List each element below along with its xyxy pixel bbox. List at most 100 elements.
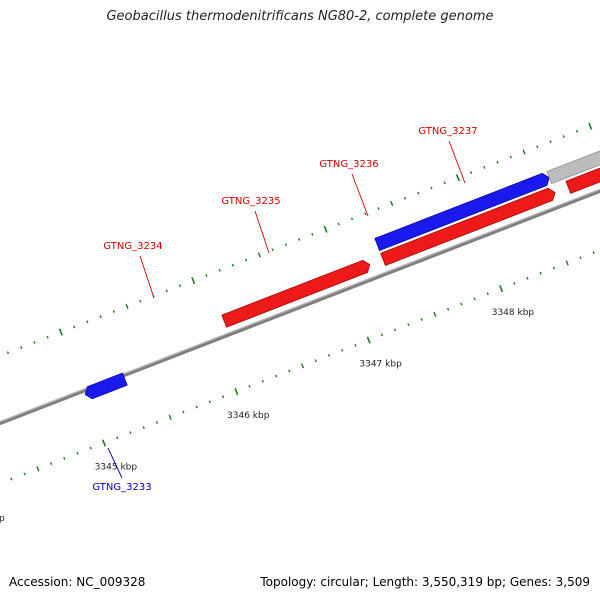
tick-mark xyxy=(180,285,181,287)
tick-mark xyxy=(143,426,144,428)
gene-label-gtng-3235[interactable]: GTNG_3235 xyxy=(221,196,280,207)
tick-mark xyxy=(580,257,581,259)
tick-mark xyxy=(87,321,88,323)
tick-mark xyxy=(272,249,273,251)
gene-labels: GTNG_3233 GTNG_3234 GTNG_3235 GTNG_3236 GTNG… xyxy=(92,126,477,493)
tick-mark xyxy=(166,290,167,292)
tick-mark xyxy=(566,261,568,266)
tick-mark xyxy=(514,282,515,284)
map-title: Geobacillus thermodenitrificans NG80-2, … xyxy=(0,9,600,24)
tick-mark xyxy=(223,396,224,398)
tick-mark xyxy=(484,166,485,168)
tick-mark xyxy=(276,375,277,377)
tick-mark xyxy=(299,238,300,240)
tick-mark xyxy=(77,452,78,454)
label-leader-line xyxy=(352,174,368,216)
tick-mark xyxy=(395,329,396,331)
tick-mark xyxy=(577,130,578,132)
tick-mark xyxy=(103,440,106,447)
tick-mark xyxy=(113,310,114,312)
tick-mark xyxy=(285,243,286,245)
tick-mark xyxy=(235,388,238,395)
tick-mark xyxy=(289,370,290,372)
tick-mark xyxy=(540,272,541,274)
tick-mark xyxy=(219,269,220,271)
tick-mark xyxy=(315,359,316,361)
tick-mark xyxy=(431,187,432,189)
tick-mark xyxy=(365,213,366,215)
tick-mark xyxy=(117,437,118,439)
tick-mark xyxy=(497,161,498,163)
gene-label-gtng-3234[interactable]: GTNG_3234 xyxy=(103,241,162,252)
tick-mark xyxy=(90,447,91,449)
tick-mark xyxy=(563,135,564,137)
gene-gtng-3234[interactable] xyxy=(222,260,370,327)
tick-mark xyxy=(246,259,247,261)
tick-mark xyxy=(554,267,555,269)
tick-mark xyxy=(444,182,445,184)
gene-label-gtng-3236[interactable]: GTNG_3236 xyxy=(319,159,378,170)
tick-mark xyxy=(352,218,353,220)
tick-mark xyxy=(232,264,233,266)
tick-label: 3346 kbp xyxy=(227,411,270,421)
tick-mark xyxy=(367,337,370,344)
tick-mark xyxy=(550,141,551,143)
tick-mark xyxy=(537,146,538,148)
gene-label-gtng-3237[interactable]: GTNG_3237 xyxy=(418,126,477,137)
tick-mark xyxy=(421,318,422,320)
tick-mark xyxy=(262,380,263,382)
tick-mark xyxy=(130,432,131,434)
tick-mark xyxy=(209,401,210,403)
tick-mark xyxy=(324,226,327,233)
tick-mark xyxy=(196,406,197,408)
tick-mark xyxy=(461,303,462,305)
gene-gtng-3233[interactable] xyxy=(85,373,127,399)
tick-label: 3345 kbp xyxy=(95,462,138,472)
tick-mark xyxy=(64,457,65,459)
tick-mark xyxy=(258,253,260,258)
tick-label: 3348 kbp xyxy=(492,308,535,318)
tick-mark xyxy=(21,346,22,348)
tick-mark xyxy=(51,462,52,464)
tick-mark xyxy=(140,300,141,302)
label-leader-line xyxy=(140,256,154,298)
tick-mark xyxy=(126,304,128,309)
tick-mark xyxy=(60,329,63,336)
tick-mark xyxy=(169,415,171,420)
tick-mark xyxy=(448,308,449,310)
tick-mark xyxy=(434,312,436,317)
gene-label-gtng-3233[interactable]: GTNG_3233 xyxy=(92,482,151,493)
tick-mark xyxy=(47,336,48,338)
tick-mark xyxy=(471,171,472,173)
tick-mark xyxy=(192,277,195,284)
tick-mark xyxy=(355,344,356,346)
tick-label: 3347 kbp xyxy=(359,359,402,369)
tick-mark xyxy=(457,174,460,181)
tick-mark xyxy=(405,197,406,199)
tick-mark xyxy=(249,385,250,387)
tick-mark xyxy=(183,411,184,413)
tick-mark xyxy=(523,150,525,155)
tick-mark xyxy=(338,223,339,225)
tick-mark xyxy=(527,277,528,279)
genome-summary-text: Topology: circular; Length: 3,550,319 bp… xyxy=(260,575,590,589)
tick-mark xyxy=(7,352,8,354)
tick-mark xyxy=(378,207,379,209)
tick-mark xyxy=(100,315,101,317)
tick-mark xyxy=(24,473,25,475)
gene-features xyxy=(0,27,600,476)
tick-mark xyxy=(589,123,592,130)
tick-mark xyxy=(11,478,12,480)
tick-mark xyxy=(74,326,75,328)
outer-tick-marks xyxy=(7,120,600,354)
tick-mark xyxy=(418,192,419,194)
tick-mark xyxy=(500,285,503,292)
tick-mark xyxy=(34,341,35,343)
tick-mark xyxy=(302,363,304,368)
tick-mark xyxy=(329,354,330,356)
tick-mark xyxy=(381,334,382,336)
tick-label: 3344 kbp xyxy=(0,514,5,524)
tick-mark xyxy=(487,293,488,295)
tick-mark xyxy=(342,349,343,351)
